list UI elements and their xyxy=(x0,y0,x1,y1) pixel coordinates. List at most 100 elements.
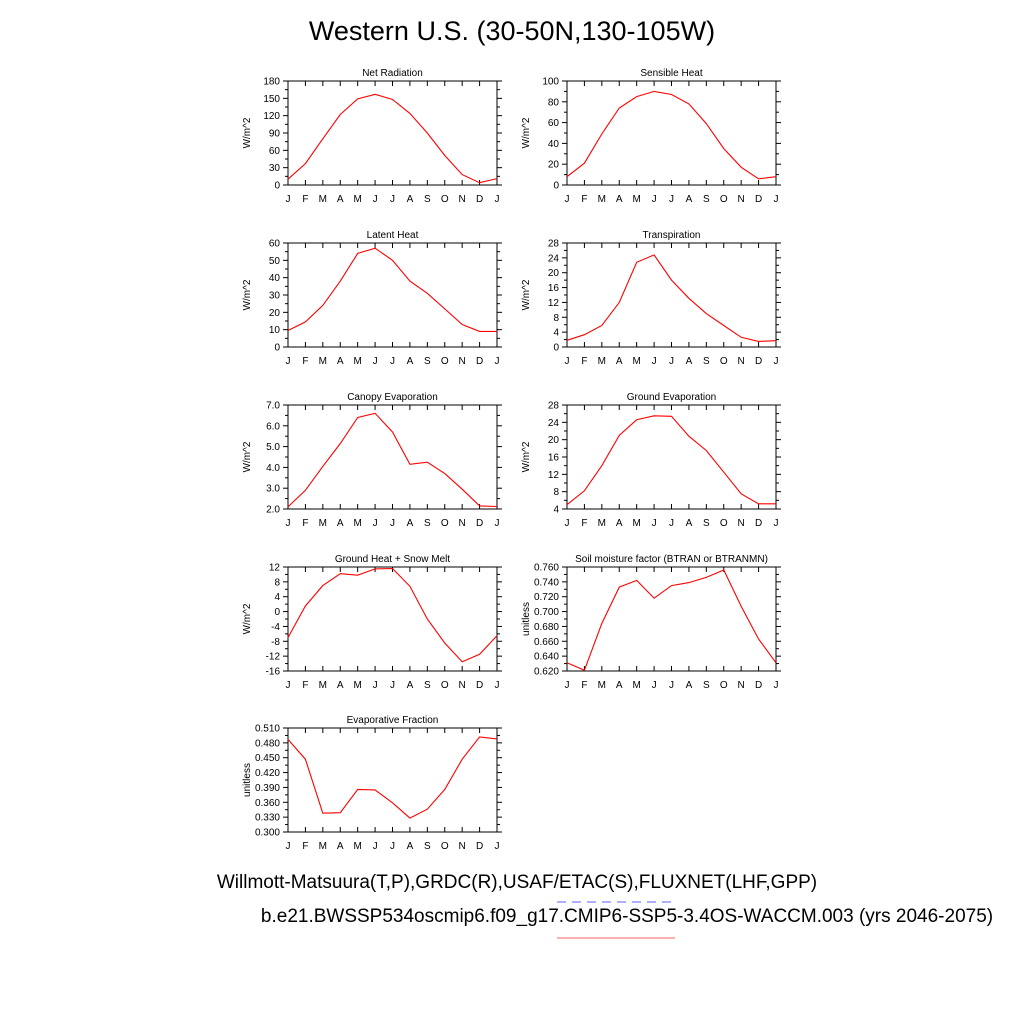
y-tick-label: 0.480 xyxy=(255,738,280,749)
panel-title: Latent Heat xyxy=(367,230,419,241)
x-tick-label: D xyxy=(755,356,762,367)
x-tick-label: J xyxy=(390,680,395,691)
y-tick-label: 30 xyxy=(269,163,281,174)
y-tick-label: 0.720 xyxy=(534,592,559,603)
y-tick-label: -16 xyxy=(266,667,281,678)
x-tick-label: N xyxy=(459,841,466,852)
y-tick-label: 20 xyxy=(548,435,560,446)
x-tick-label: F xyxy=(302,518,308,529)
x-tick-label: A xyxy=(616,680,623,691)
x-tick-label: S xyxy=(703,518,710,529)
y-tick-label: 40 xyxy=(548,139,560,150)
page-title: Western U.S. (30-50N,130-105W) xyxy=(308,16,716,46)
x-tick-label: M xyxy=(319,518,327,529)
x-tick-label: A xyxy=(686,680,693,691)
x-tick-label: D xyxy=(755,680,762,691)
x-tick-label: M xyxy=(319,356,327,367)
x-tick-label: J xyxy=(390,841,395,852)
x-tick-label: A xyxy=(337,841,344,852)
x-tick-label: M xyxy=(353,518,361,529)
y-tick-label: 24 xyxy=(548,418,560,429)
x-tick-label: M xyxy=(632,194,640,205)
x-tick-label: J xyxy=(652,518,657,529)
x-tick-label: A xyxy=(337,680,344,691)
series-line xyxy=(287,412,498,508)
x-tick-label: J xyxy=(774,518,779,529)
x-tick-label: M xyxy=(598,194,606,205)
observation-sources-caption: Willmott-Matsuura(T,P),GRDC(R),USAF/ETAC… xyxy=(216,872,818,893)
x-tick-label: J xyxy=(652,194,657,205)
x-tick-label: J xyxy=(390,356,395,367)
y-tick-label: -4 xyxy=(271,622,280,633)
x-tick-label: N xyxy=(459,356,466,367)
panel-title: Canopy Evaporation xyxy=(347,392,438,403)
y-tick-label: 28 xyxy=(548,401,560,412)
x-tick-label: J xyxy=(774,356,779,367)
y-tick-label: 50 xyxy=(269,256,281,267)
x-tick-label: A xyxy=(407,841,414,852)
x-tick-label: J xyxy=(390,194,395,205)
x-tick-label: A xyxy=(407,194,414,205)
x-tick-label: O xyxy=(441,194,449,205)
y-tick-label: 4.0 xyxy=(266,463,280,474)
y-tick-label: 24 xyxy=(548,253,560,264)
x-tick-label: O xyxy=(441,518,449,529)
x-tick-label: J xyxy=(495,680,500,691)
plot-frame xyxy=(287,566,498,672)
x-tick-label: F xyxy=(581,356,587,367)
plot-frame xyxy=(287,727,498,833)
panel-title: Transpiration xyxy=(643,230,701,241)
x-tick-label: F xyxy=(581,680,587,691)
y-tick-label: 10 xyxy=(269,325,281,336)
x-tick-label: M xyxy=(353,841,361,852)
x-tick-label: A xyxy=(337,356,344,367)
y-tick-label: 0.740 xyxy=(534,577,559,588)
y-tick-label: 4 xyxy=(553,328,559,339)
y-tick-label: 60 xyxy=(269,239,281,250)
x-tick-label: A xyxy=(616,356,623,367)
y-tick-label: 0 xyxy=(274,181,280,192)
x-tick-label: J xyxy=(565,680,570,691)
x-tick-label: M xyxy=(319,194,327,205)
x-tick-label: O xyxy=(720,518,728,529)
x-tick-label: O xyxy=(720,680,728,691)
x-tick-label: A xyxy=(686,518,693,529)
series-line xyxy=(287,567,498,663)
y-tick-label: 0.330 xyxy=(255,813,280,824)
x-tick-label: A xyxy=(407,518,414,529)
x-tick-label: D xyxy=(476,194,483,205)
y-tick-label: 120 xyxy=(263,111,280,122)
plot-frame xyxy=(287,404,498,510)
legend-lines xyxy=(557,901,675,939)
x-tick-label: M xyxy=(598,680,606,691)
y-tick-label: 28 xyxy=(548,239,560,250)
y-axis-label: W/m^2 xyxy=(521,279,532,310)
x-tick-label: N xyxy=(738,194,745,205)
x-tick-label: M xyxy=(632,680,640,691)
y-tick-label: 0.450 xyxy=(255,753,280,764)
x-tick-label: A xyxy=(407,680,414,691)
series-line xyxy=(287,93,498,184)
y-tick-label: 2.0 xyxy=(266,505,280,516)
x-tick-label: O xyxy=(441,841,449,852)
panel-title: Ground Heat + Snow Melt xyxy=(335,554,451,565)
x-tick-label: A xyxy=(337,194,344,205)
x-tick-label: J xyxy=(286,518,291,529)
x-tick-label: N xyxy=(459,194,466,205)
plot-frame xyxy=(566,242,777,348)
plot-frame xyxy=(566,404,777,510)
series-line xyxy=(566,90,777,180)
panel-7: Soil moisture factor (BTRAN or BTRANMN) u… xyxy=(521,554,781,691)
y-tick-label: 0 xyxy=(274,343,280,354)
y-tick-label: -12 xyxy=(266,652,281,663)
y-tick-label: 60 xyxy=(269,146,281,157)
panel-title: Net Radiation xyxy=(362,68,423,79)
x-tick-label: M xyxy=(598,518,606,529)
y-tick-label: 0 xyxy=(553,343,559,354)
